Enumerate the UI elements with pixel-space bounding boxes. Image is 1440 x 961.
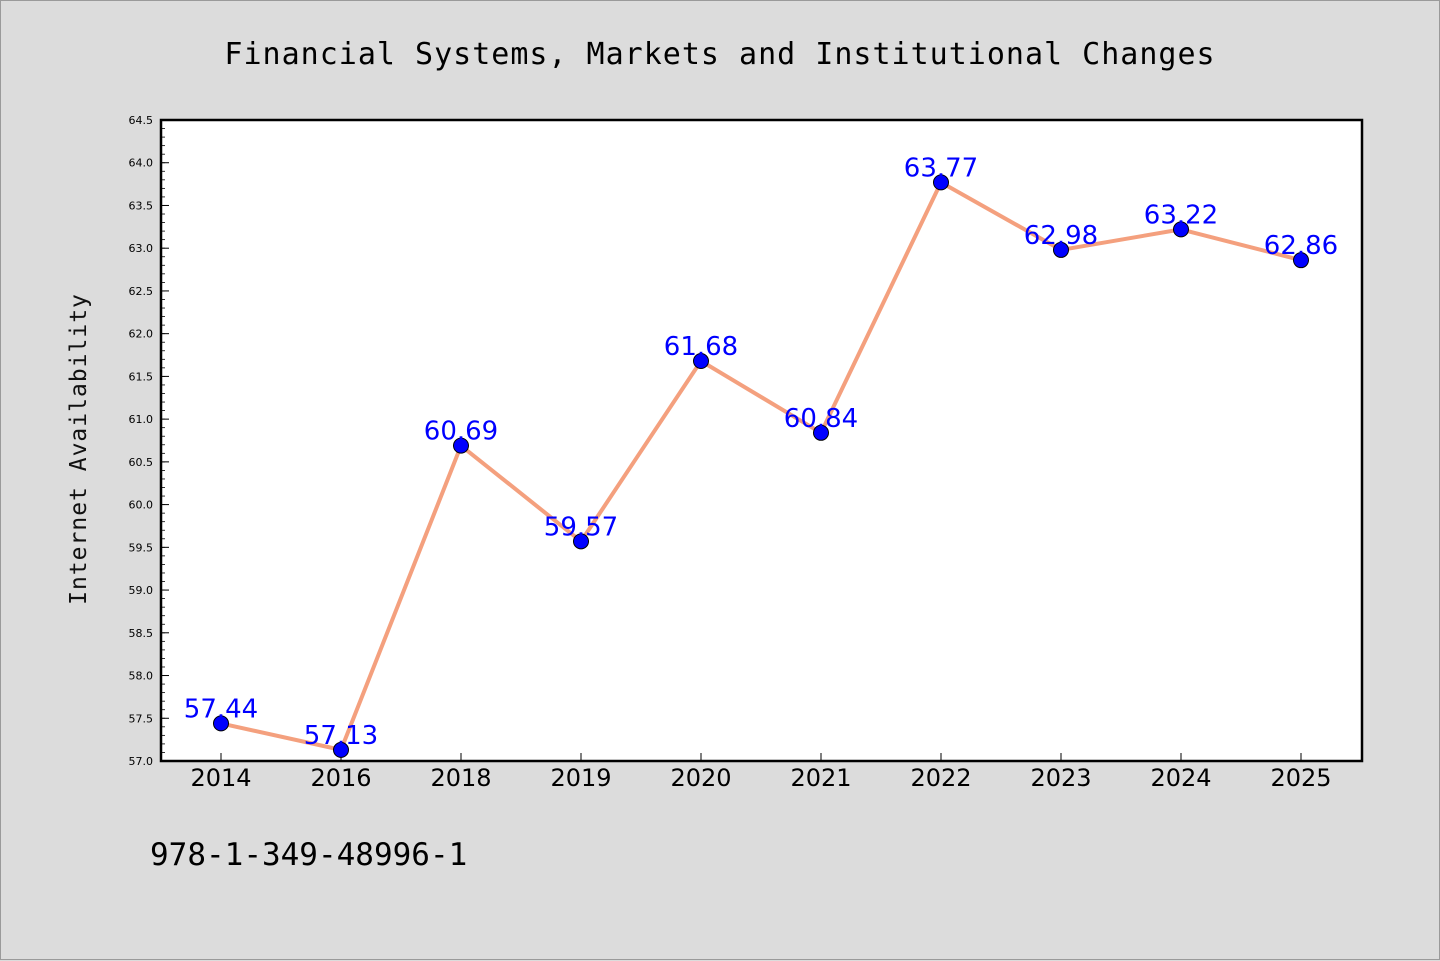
data-point-marker: [1293, 252, 1309, 269]
data-point-marker: [933, 174, 949, 191]
y-tick-label: 58.5: [129, 627, 154, 640]
data-value-label: 60.69: [424, 417, 498, 447]
y-tick-label: 60.5: [129, 456, 154, 469]
y-tick-label: 64.0: [129, 157, 154, 170]
data-value-label: 59.57: [544, 512, 618, 542]
y-tick-label: 64.5: [129, 114, 154, 127]
x-tick-label: 2023: [1030, 764, 1091, 792]
y-tick-label: 63.5: [129, 199, 154, 212]
data-value-label: 62.86: [1264, 231, 1338, 261]
data-point-marker: [1173, 221, 1189, 238]
x-tick-label: 2020: [670, 764, 731, 792]
x-tick-label: 2018: [430, 764, 491, 792]
data-point-marker: [453, 437, 469, 454]
x-tick-label: 2014: [190, 764, 251, 792]
data-point-marker: [813, 424, 829, 441]
y-axis-label: Internet Availability: [66, 293, 92, 605]
y-tick-label: 62.5: [129, 285, 154, 298]
data-point-marker: [333, 741, 349, 758]
data-value-label: 57.13: [304, 721, 378, 751]
data-labels: 57.44 57.13 60.69 59.57 61.68 60.84 63.77 62.98…: [184, 153, 1338, 750]
x-axis: 2014 2016 2018 2019 2020 2021 2022 2023 2024 2025: [190, 753, 1332, 792]
y-tick-label: 61.0: [129, 413, 154, 426]
data-point-marker: [693, 353, 709, 370]
x-tick-label: 2019: [550, 764, 611, 792]
y-tick-label: 62.0: [129, 328, 154, 341]
data-value-label: 61.68: [664, 332, 738, 362]
data-value-label: 57.44: [184, 694, 258, 724]
x-tick-label: 2024: [1150, 764, 1211, 792]
x-tick-label: 2022: [910, 764, 971, 792]
y-tick-label: 63.0: [129, 242, 154, 255]
x-tick-label: 2016: [310, 764, 371, 792]
data-value-label: 63.77: [904, 153, 978, 183]
x-tick-label: 2025: [1270, 764, 1331, 792]
data-value-label: 63.22: [1144, 200, 1218, 230]
y-tick-label: 58.0: [129, 670, 154, 683]
y-tick-label: 59.0: [129, 584, 154, 597]
series-line: [219, 180, 1303, 752]
data-points: [213, 174, 1309, 758]
y-tick-label: 57.5: [129, 712, 154, 725]
y-tick-label: 57.0: [129, 755, 154, 768]
x-tick-label: 2021: [790, 764, 851, 792]
y-axis: 57.0 57.5 58.0 58.5 59.0 59.5 60.0 60.5 61.0 61.5…: [129, 114, 169, 768]
chart-title: Financial Systems, Markets and Instituti…: [224, 37, 1215, 72]
data-value-label: 60.84: [784, 404, 858, 434]
y-tick-label: 60.0: [129, 499, 154, 512]
y-tick-label: 59.5: [129, 541, 154, 554]
data-value-label: 62.98: [1024, 221, 1098, 251]
data-point-marker: [573, 533, 589, 550]
data-point-marker: [1053, 241, 1069, 258]
plot-frame: [159, 118, 1364, 763]
data-point-marker: [213, 715, 229, 732]
series-line-group: [219, 180, 1303, 752]
plot-area: [161, 120, 1362, 761]
y-tick-label: 61.5: [129, 370, 154, 383]
isbn-footer: 978-1-349-48996-1: [150, 837, 467, 873]
